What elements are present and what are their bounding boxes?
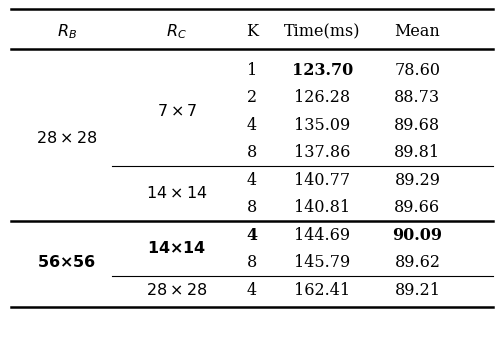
Text: 162.41: 162.41 <box>294 282 350 298</box>
Text: 4: 4 <box>247 282 257 298</box>
Text: $\mathbf{56{\times}56}$: $\mathbf{56{\times}56}$ <box>37 254 96 271</box>
Text: 145.79: 145.79 <box>294 254 350 271</box>
Text: Time(ms): Time(ms) <box>284 23 360 40</box>
Text: 4: 4 <box>247 117 257 134</box>
Text: 8: 8 <box>247 254 257 271</box>
Text: 90.09: 90.09 <box>393 226 443 244</box>
Text: $28 \times 28$: $28 \times 28$ <box>36 130 97 147</box>
Text: $14 \times 14$: $14 \times 14$ <box>146 185 208 202</box>
Text: K: K <box>246 23 258 40</box>
Text: 89.81: 89.81 <box>394 144 440 161</box>
Text: 140.77: 140.77 <box>294 172 350 189</box>
Text: $R_C$: $R_C$ <box>166 22 187 41</box>
Text: 89.66: 89.66 <box>394 199 440 216</box>
Text: 8: 8 <box>247 144 257 161</box>
Text: 89.29: 89.29 <box>395 172 440 189</box>
Text: 8: 8 <box>247 199 257 216</box>
Text: 89.62: 89.62 <box>395 254 440 271</box>
Text: 140.81: 140.81 <box>294 199 350 216</box>
Text: 126.28: 126.28 <box>294 89 350 106</box>
Text: 2: 2 <box>247 89 257 106</box>
Text: 89.68: 89.68 <box>394 117 440 134</box>
Text: 137.86: 137.86 <box>294 144 350 161</box>
Text: 89.21: 89.21 <box>395 282 440 298</box>
Text: 4: 4 <box>246 226 258 244</box>
Text: $\mathbf{14{\times}14}$: $\mathbf{14{\times}14}$ <box>147 240 207 257</box>
Text: $7 \times 7$: $7 \times 7$ <box>157 103 197 120</box>
Text: 78.60: 78.60 <box>395 62 440 79</box>
Text: $R_B$: $R_B$ <box>56 22 77 41</box>
Text: 135.09: 135.09 <box>294 117 350 134</box>
Text: 1: 1 <box>247 62 257 79</box>
Text: 123.70: 123.70 <box>291 62 353 79</box>
Text: Mean: Mean <box>395 23 440 40</box>
Text: $28 \times 28$: $28 \times 28$ <box>146 282 208 298</box>
Text: 88.73: 88.73 <box>394 89 440 106</box>
Text: 4: 4 <box>247 172 257 189</box>
Text: 144.69: 144.69 <box>294 226 350 244</box>
